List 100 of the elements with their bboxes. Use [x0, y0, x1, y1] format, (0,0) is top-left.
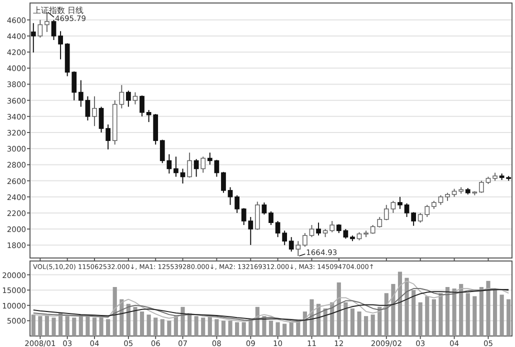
bar [370, 314, 375, 336]
bar [323, 308, 328, 336]
bar [268, 320, 274, 336]
bar [350, 308, 354, 336]
candlestick [194, 158, 199, 178]
candlestick [44, 12, 50, 32]
candlestick [316, 222, 321, 236]
bar [154, 318, 158, 336]
candlestick [282, 230, 288, 246]
bar [438, 293, 443, 336]
bar [500, 294, 504, 336]
bar [466, 293, 470, 336]
candlestick [51, 19, 56, 41]
candlestick [221, 171, 226, 194]
bar [344, 302, 348, 336]
candlestick [58, 30, 63, 60]
bar [412, 290, 416, 336]
candlestick [404, 202, 410, 218]
candlestick [296, 240, 301, 256]
bar [44, 315, 50, 336]
candlestick [398, 196, 402, 210]
candlestick [302, 232, 308, 248]
bar [174, 316, 178, 336]
bar [214, 319, 219, 336]
candlestick [390, 200, 396, 214]
candlestick [228, 186, 233, 206]
candlestick [309, 224, 314, 238]
candlestick [92, 96, 97, 127]
candlestick [234, 194, 240, 214]
bar [235, 322, 240, 336]
bar [364, 316, 368, 336]
bar [310, 299, 314, 336]
bar [126, 304, 130, 336]
bar [221, 320, 226, 336]
bar [398, 272, 402, 336]
candlestick [126, 90, 131, 108]
bar [242, 322, 246, 336]
bar [486, 280, 490, 336]
candlestick [174, 156, 178, 178]
candlestick [411, 212, 416, 226]
line-series [32, 280, 510, 323]
candlestick [268, 210, 274, 226]
bar [432, 299, 436, 336]
bar [160, 319, 164, 336]
bar [65, 316, 70, 336]
candlestick [438, 194, 444, 206]
bar [140, 312, 144, 336]
bar [282, 324, 287, 336]
bar [58, 313, 63, 336]
candlestick [146, 109, 152, 123]
bar [336, 282, 341, 336]
bar [72, 318, 76, 336]
bar [452, 288, 456, 336]
bar [506, 299, 511, 336]
bar [92, 318, 97, 336]
bar [86, 316, 90, 336]
candlestick [98, 106, 104, 134]
bar [194, 316, 198, 336]
bar [180, 306, 185, 336]
bar [188, 313, 192, 336]
bar [31, 314, 36, 336]
candlestick [78, 80, 84, 108]
candlestick [106, 124, 111, 150]
candlestick [288, 236, 294, 252]
candlestick [330, 220, 335, 233]
bar [255, 306, 260, 336]
bar [201, 318, 206, 336]
bar [146, 314, 151, 336]
bar [99, 316, 104, 336]
bar [384, 293, 388, 336]
candlestick [38, 19, 43, 38]
candlestick [262, 202, 267, 216]
bar [357, 312, 362, 336]
bar [248, 319, 253, 336]
bar [445, 287, 450, 336]
bar [418, 302, 422, 336]
bar [228, 320, 232, 336]
chart-title: 上证指数 日线 [33, 6, 84, 15]
candlestick [207, 152, 212, 166]
bar [425, 296, 430, 336]
candlestick [384, 204, 389, 221]
candlestick [187, 152, 192, 178]
bar [112, 287, 117, 336]
bar [404, 278, 409, 336]
bar [167, 320, 172, 336]
bar [492, 290, 498, 336]
candlestick [140, 95, 144, 117]
bar [276, 322, 280, 336]
bar [391, 284, 396, 336]
bar [479, 287, 484, 336]
bar [106, 319, 110, 336]
candlestick [479, 180, 484, 194]
bar [78, 314, 83, 336]
bar [459, 284, 464, 336]
bar [133, 306, 138, 336]
candlestick [200, 156, 206, 174]
bar [208, 316, 212, 336]
candlestick [275, 220, 280, 238]
candlestick [85, 96, 90, 121]
bar [472, 296, 477, 336]
